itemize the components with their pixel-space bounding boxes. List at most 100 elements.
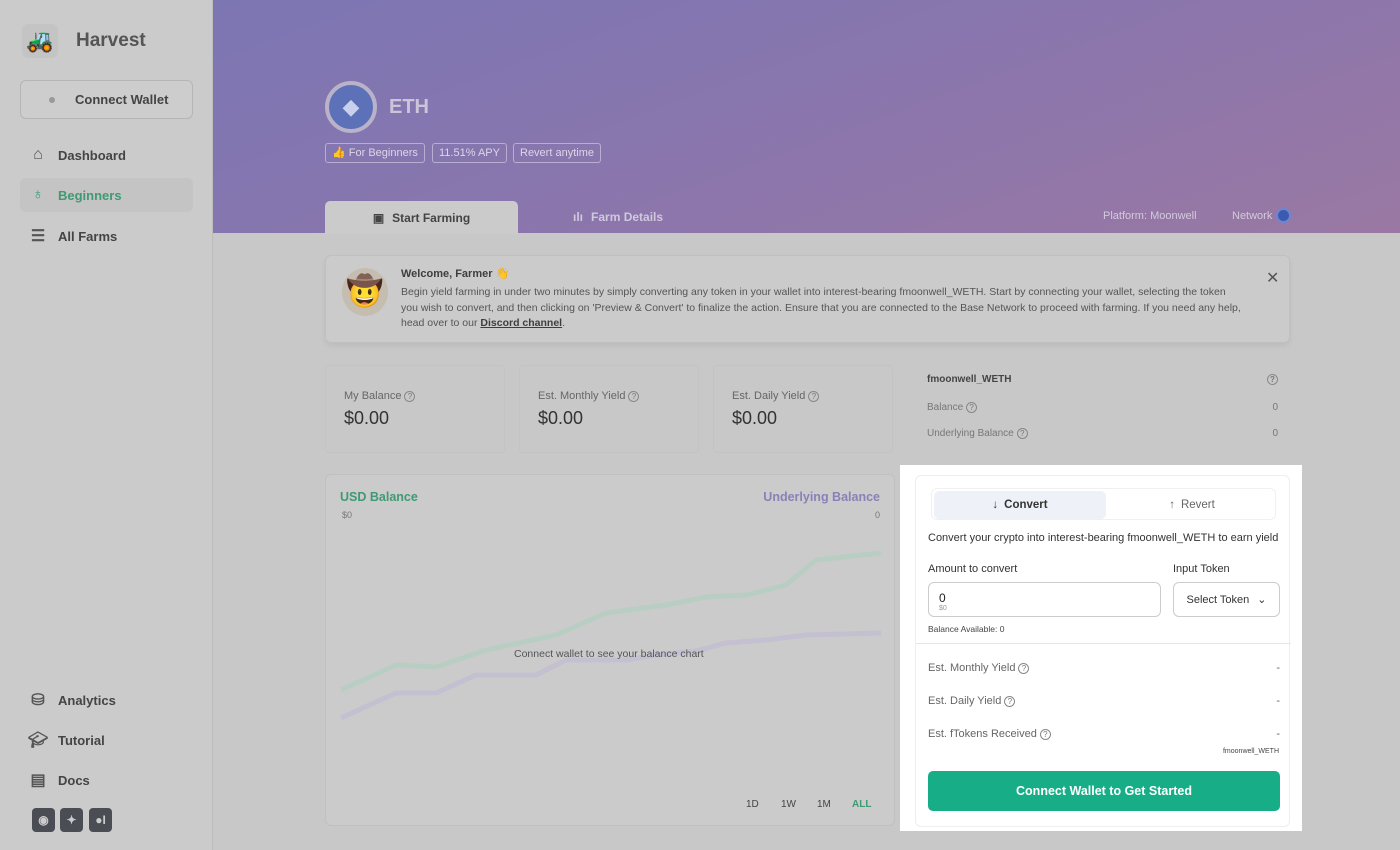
select-token-label: Select Token: [1186, 593, 1250, 606]
document-icon: ▤: [30, 772, 46, 789]
ftoken-unit: fmoonwell_WETH: [1222, 748, 1279, 755]
tractor-logo-icon: 🚜: [22, 24, 58, 58]
row-label: Est. Daily Yield: [928, 695, 1002, 707]
balance-available: Balance Available: 0: [928, 624, 1004, 634]
medium-icon[interactable]: ●I: [89, 808, 112, 832]
arrow-up-icon: ↑: [1169, 499, 1175, 511]
underlying-balance-value: 0: [874, 510, 880, 520]
badge-beginners: 👍 For Beginners: [325, 143, 425, 163]
sidebar-item-tutorial[interactable]: 🎓︎ Tutorial: [20, 723, 193, 757]
balance-chart-card: USD Balance Underlying Balance $0 0 Conn…: [325, 474, 895, 826]
row-value: 0: [1272, 402, 1278, 413]
amount-label: Amount to convert: [928, 563, 1018, 575]
amount-value: 0: [939, 591, 946, 605]
base-network-icon[interactable]: [1276, 208, 1291, 223]
house-icon: ⌂: [33, 146, 43, 163]
convert-revert-toggle: ↓ Convert ↑ Revert: [931, 488, 1276, 520]
welcome-banner: 🤠 Welcome, Farmer 👋 Begin yield farming …: [325, 255, 1290, 343]
divider: [916, 643, 1291, 644]
range-all[interactable]: ALL: [852, 799, 872, 810]
twitter-icon[interactable]: ✦: [60, 808, 83, 832]
nav-label: Beginners: [58, 187, 122, 203]
help-icon[interactable]: ?: [808, 390, 820, 402]
input-token-label: Input Token: [1173, 563, 1230, 575]
range-1w[interactable]: 1W: [781, 799, 796, 810]
help-icon[interactable]: ?: [628, 390, 640, 402]
ftoken-info: fmoonwell_WETH? Balance? 0 Underlying Bal…: [915, 365, 1290, 453]
tab-label: Farm Details: [591, 210, 664, 224]
balance-value: 0: [999, 624, 1005, 634]
connect-wallet-label: Connect Wallet: [75, 92, 169, 107]
sidebar-item-all-farms[interactable]: ☰ All Farms: [20, 219, 193, 253]
nav-label: All Farms: [58, 228, 118, 244]
connect-wallet-button[interactable]: Connect Wallet: [20, 80, 193, 119]
stat-daily-yield: Est. Daily Yield? $0.00: [713, 365, 893, 453]
help-icon[interactable]: ?: [404, 390, 416, 402]
row-value: -: [1276, 662, 1280, 674]
stat-my-balance: My Balance? $0.00: [325, 365, 505, 453]
row-label: Est. fTokens Received: [928, 728, 1037, 740]
brand-name: Harvest: [76, 30, 146, 51]
token-name: ETH: [389, 96, 429, 118]
range-1m[interactable]: 1M: [817, 799, 831, 810]
nav-label: Dashboard: [58, 147, 126, 163]
sidebar-item-beginners[interactable]: ♁ Beginners: [20, 178, 193, 212]
stat-value: $0.00: [344, 408, 390, 428]
sidebar-item-dashboard[interactable]: ⌂ Dashboard: [20, 138, 193, 172]
stat-label: My Balance: [344, 390, 402, 402]
row-value: -: [1276, 728, 1280, 740]
tab-start-farming[interactable]: ▣ Start Farming: [325, 201, 518, 234]
badge-label: For Beginners: [348, 147, 418, 159]
nav-label: Tutorial: [58, 732, 105, 748]
tab-revert[interactable]: ↑ Revert: [1108, 491, 1276, 519]
farmer-avatar: 🤠: [342, 268, 388, 316]
convert-description: Convert your crypto into interest-bearin…: [928, 532, 1279, 544]
underlying-line: [339, 630, 882, 721]
help-icon[interactable]: ?: [1039, 728, 1051, 740]
select-token-dropdown[interactable]: Select Token ⌄: [1173, 582, 1280, 617]
tab-convert[interactable]: ↓ Convert: [934, 491, 1106, 519]
help-icon[interactable]: ?: [966, 402, 978, 413]
connect-wallet-cta-button[interactable]: Connect Wallet to Get Started: [928, 771, 1280, 811]
piggy-bank-icon: ♁: [32, 186, 44, 203]
amount-usd: $0: [939, 605, 947, 612]
help-icon[interactable]: ?: [1016, 428, 1028, 439]
est-monthly-yield-row: Est. Monthly Yield? -: [928, 662, 1280, 674]
network-label: Network: [1232, 210, 1273, 222]
welcome-text: Begin yield farming in under two minutes…: [401, 286, 1241, 329]
tab-label: Revert: [1180, 499, 1215, 511]
safe-icon: ▣: [372, 210, 385, 225]
row-label: Balance: [927, 402, 964, 414]
welcome-title: Welcome, Farmer 👋: [401, 268, 510, 280]
usd-balance-title: USD Balance: [340, 490, 418, 504]
tab-farm-details[interactable]: ılı Farm Details: [573, 210, 663, 224]
close-icon[interactable]: ✕: [1266, 270, 1280, 287]
nav-label: Analytics: [58, 692, 116, 708]
row-value: 0: [1272, 428, 1278, 439]
status-dot-icon: [49, 96, 55, 103]
stat-label: Est. Monthly Yield: [538, 390, 626, 402]
help-icon[interactable]: ?: [1267, 374, 1278, 385]
usd-line: [339, 550, 882, 693]
badge-apy: 11.51% APY: [432, 143, 507, 163]
row-label: Underlying Balance: [927, 428, 1014, 440]
convert-panel: ↓ Convert ↑ Revert Convert your crypto int…: [900, 465, 1302, 831]
tab-label: Start Farming: [392, 210, 471, 225]
amount-input[interactable]: 0 $0: [928, 582, 1161, 617]
sidebar-item-analytics[interactable]: ⛁ Analytics: [20, 683, 193, 717]
range-1d[interactable]: 1D: [746, 799, 759, 810]
underlying-balance-title: Underlying Balance: [763, 490, 880, 504]
platform-label: Platform: Moonwell: [1103, 210, 1197, 222]
arrow-down-icon: ↓: [992, 499, 999, 511]
coins-icon: ☰: [30, 228, 46, 245]
placeholder-chart: [339, 550, 882, 721]
sidebar-item-docs[interactable]: ▤ Docs: [20, 763, 193, 797]
discord-icon[interactable]: ◉: [32, 808, 55, 832]
stat-value: $0.00: [538, 408, 584, 428]
stat-monthly-yield: Est. Monthly Yield? $0.00: [519, 365, 699, 453]
help-icon[interactable]: ?: [1018, 662, 1030, 674]
discord-link[interactable]: Discord channel: [480, 317, 563, 329]
farm-header: ◆ ETH 👍 For Beginners 11.51% APY Revert …: [213, 0, 1400, 234]
help-icon[interactable]: ?: [1004, 695, 1016, 707]
est-ftokens-row: Est. fTokens Received? -: [928, 728, 1280, 740]
